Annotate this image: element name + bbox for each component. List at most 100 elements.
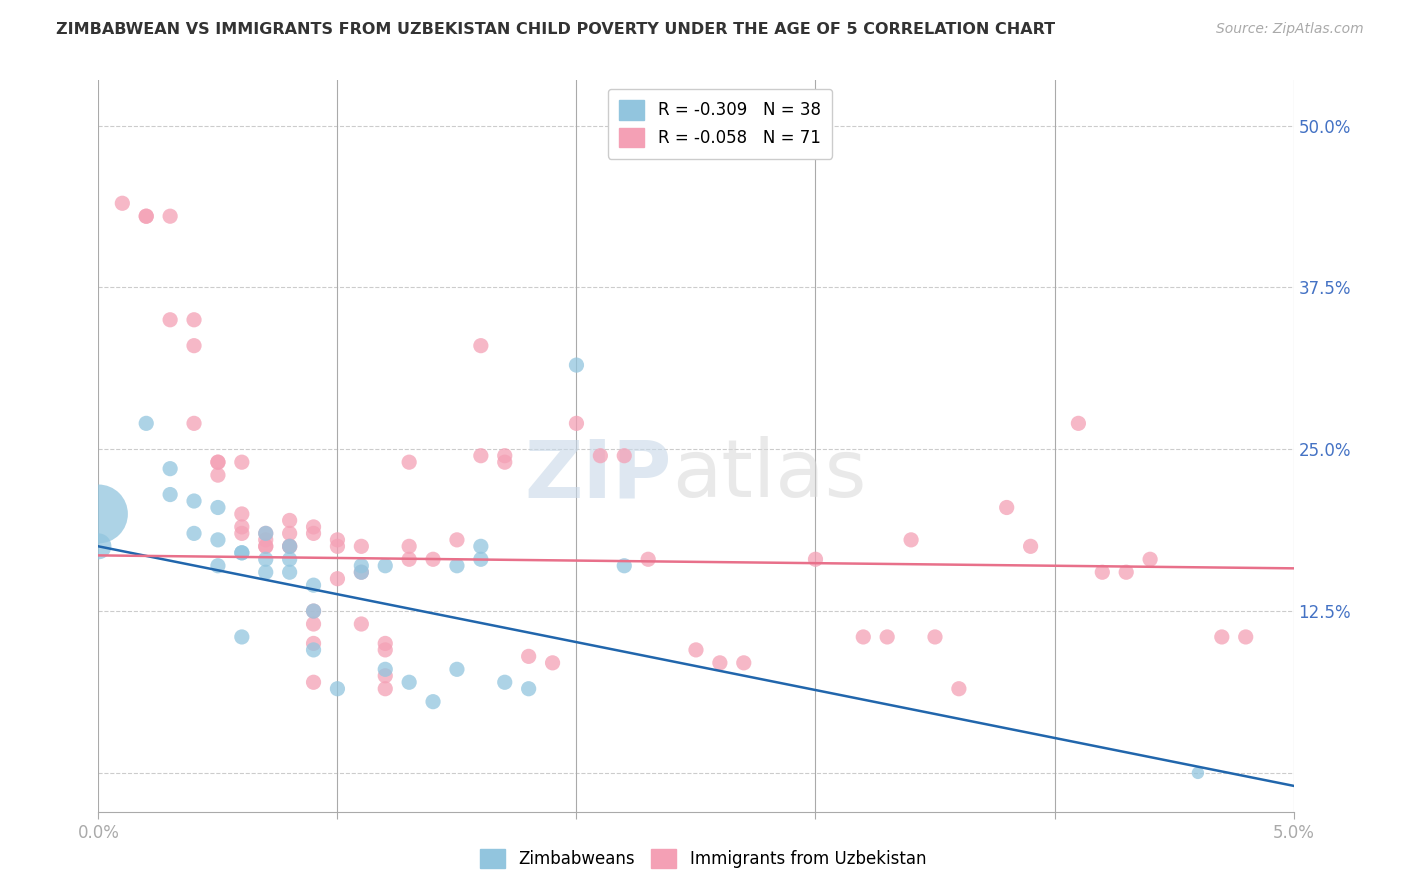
- Point: [613, 558, 636, 573]
- Point: [446, 662, 468, 676]
- Point: [1211, 630, 1233, 644]
- Point: [302, 617, 325, 632]
- Point: [350, 558, 373, 573]
- Point: [207, 455, 229, 469]
- Point: [494, 455, 516, 469]
- Legend: Zimbabweans, Immigrants from Uzbekistan: Zimbabweans, Immigrants from Uzbekistan: [472, 842, 934, 875]
- Point: [374, 558, 396, 573]
- Point: [159, 487, 181, 501]
- Point: [613, 449, 636, 463]
- Point: [709, 656, 731, 670]
- Point: [470, 449, 492, 463]
- Point: [231, 526, 253, 541]
- Point: [1115, 566, 1137, 580]
- Point: [207, 455, 229, 469]
- Point: [326, 533, 349, 547]
- Point: [254, 552, 277, 566]
- Point: [398, 455, 420, 469]
- Point: [685, 643, 707, 657]
- Point: [302, 604, 325, 618]
- Point: [278, 526, 301, 541]
- Point: [302, 636, 325, 650]
- Point: [278, 552, 301, 566]
- Point: [135, 417, 157, 431]
- Point: [207, 500, 229, 515]
- Point: [733, 656, 755, 670]
- Point: [183, 526, 205, 541]
- Point: [995, 500, 1018, 515]
- Point: [326, 539, 349, 553]
- Point: [302, 604, 325, 618]
- Point: [207, 468, 229, 483]
- Point: [159, 209, 181, 223]
- Point: [302, 520, 325, 534]
- Point: [1234, 630, 1257, 644]
- Point: [87, 507, 110, 521]
- Point: [278, 539, 301, 553]
- Point: [254, 526, 277, 541]
- Point: [111, 196, 134, 211]
- Point: [183, 312, 205, 326]
- Point: [517, 681, 540, 696]
- Point: [254, 539, 277, 553]
- Text: ZIMBABWEAN VS IMMIGRANTS FROM UZBEKISTAN CHILD POVERTY UNDER THE AGE OF 5 CORREL: ZIMBABWEAN VS IMMIGRANTS FROM UZBEKISTAN…: [56, 22, 1056, 37]
- Point: [207, 558, 229, 573]
- Point: [470, 539, 492, 553]
- Point: [422, 695, 444, 709]
- Point: [1139, 552, 1161, 566]
- Point: [876, 630, 898, 644]
- Point: [948, 681, 970, 696]
- Legend: R = -0.309   N = 38, R = -0.058   N = 71: R = -0.309 N = 38, R = -0.058 N = 71: [607, 88, 832, 159]
- Point: [135, 209, 157, 223]
- Point: [398, 539, 420, 553]
- Point: [350, 539, 373, 553]
- Point: [374, 669, 396, 683]
- Point: [159, 461, 181, 475]
- Point: [278, 566, 301, 580]
- Point: [231, 630, 253, 644]
- Point: [589, 449, 612, 463]
- Point: [494, 675, 516, 690]
- Point: [422, 552, 444, 566]
- Point: [302, 526, 325, 541]
- Point: [183, 339, 205, 353]
- Text: atlas: atlas: [672, 436, 866, 515]
- Point: [446, 558, 468, 573]
- Point: [231, 455, 253, 469]
- Point: [326, 572, 349, 586]
- Point: [254, 533, 277, 547]
- Point: [541, 656, 564, 670]
- Point: [159, 312, 181, 326]
- Point: [231, 507, 253, 521]
- Point: [374, 662, 396, 676]
- Point: [254, 526, 277, 541]
- Point: [924, 630, 946, 644]
- Point: [87, 539, 110, 553]
- Point: [326, 681, 349, 696]
- Point: [254, 539, 277, 553]
- Point: [183, 417, 205, 431]
- Point: [470, 552, 492, 566]
- Point: [398, 552, 420, 566]
- Point: [278, 539, 301, 553]
- Point: [852, 630, 875, 644]
- Point: [565, 417, 588, 431]
- Point: [350, 566, 373, 580]
- Point: [231, 520, 253, 534]
- Point: [398, 675, 420, 690]
- Point: [900, 533, 922, 547]
- Text: Source: ZipAtlas.com: Source: ZipAtlas.com: [1216, 22, 1364, 37]
- Point: [470, 339, 492, 353]
- Point: [1067, 417, 1090, 431]
- Point: [302, 578, 325, 592]
- Point: [494, 449, 516, 463]
- Point: [350, 617, 373, 632]
- Point: [278, 513, 301, 527]
- Point: [254, 566, 277, 580]
- Point: [565, 358, 588, 372]
- Point: [207, 533, 229, 547]
- Point: [231, 546, 253, 560]
- Point: [1019, 539, 1042, 553]
- Point: [183, 494, 205, 508]
- Point: [302, 643, 325, 657]
